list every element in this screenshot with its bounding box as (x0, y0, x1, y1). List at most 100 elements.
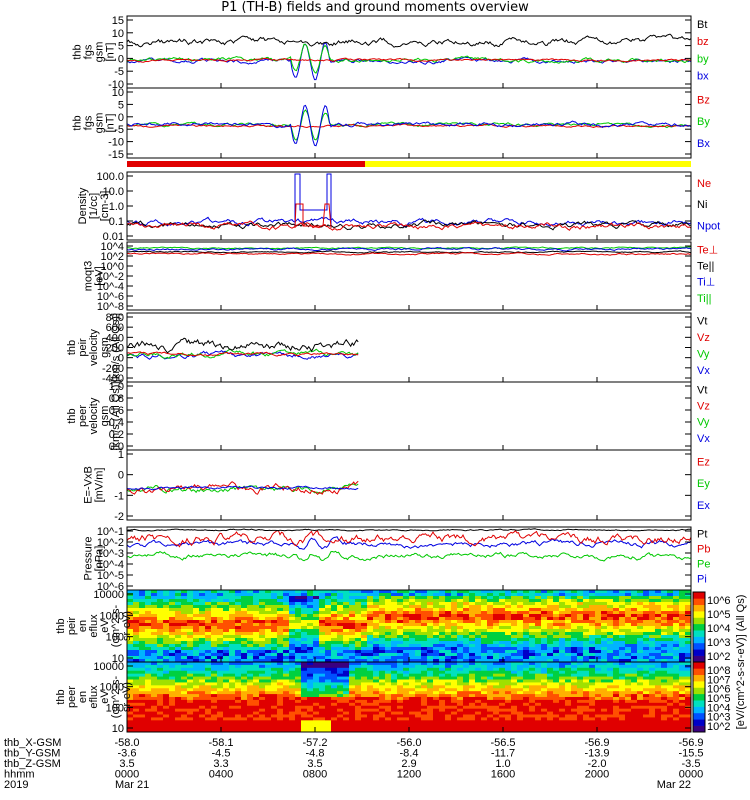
ylabel-line: eV (99, 619, 111, 633)
footer-label-3: hhmm (4, 769, 35, 781)
ylabel-line: moqt3 (83, 261, 95, 292)
ytick-label: 0.01 (103, 231, 124, 243)
footer-value: -3.6 (118, 748, 137, 760)
footer-value: -4.8 (306, 748, 325, 760)
footer-value: 1600 (491, 769, 515, 781)
ytick-label: 0 (118, 112, 124, 124)
ylabel-line: E=-VxB (83, 466, 95, 504)
legend-Pt: Pt (697, 529, 707, 541)
density-spike (294, 173, 332, 228)
footer-value: 0400 (209, 769, 233, 781)
footer-value: 2000 (585, 769, 609, 781)
ytick-label: 10 (112, 653, 124, 665)
ylabel-line: sr-eV) (121, 682, 133, 712)
footer-label-0: thb_X-GSM (4, 737, 61, 749)
ylabel-group-6: thb peer velocity gsm [km/s (All Qs)] (66, 381, 122, 450)
ylabel-line: thb (72, 115, 84, 130)
ylabel-line: [km/s (All Qs)] (110, 381, 122, 450)
panel-frame-6 (126, 381, 692, 451)
trace-black-p1 (126, 33, 692, 48)
ylabel-line: velocity (88, 329, 100, 366)
footer-value: -56.5 (490, 737, 515, 749)
colorbar-tick: 10^5 (707, 609, 731, 621)
ytick-label: -5 (114, 66, 124, 78)
ytick-label: 400 (106, 332, 124, 344)
ytick-label: 0.0 (109, 441, 124, 453)
footer-value: -15.5 (678, 748, 703, 760)
legend-bx: bx (697, 70, 709, 82)
legend-Ti||: Ti|| (697, 293, 711, 305)
ylabel-line: fgs (83, 115, 95, 130)
ytick-label: 10^4 (100, 241, 124, 253)
ytick-label: 10^-3 (97, 548, 124, 560)
ylabel-line: fgs (83, 44, 95, 59)
mode-bar-yellow (365, 161, 691, 167)
ytick-label: 10 (112, 28, 124, 40)
trace-blue-p2 (126, 104, 692, 147)
ylabel-line: [eV] (94, 266, 106, 286)
ytick-label: 0.1 (109, 216, 124, 228)
ytick-label: 1.0 (109, 381, 124, 393)
ylabel-line: [nT] (105, 114, 117, 133)
ylabel-line: [nT] (105, 43, 117, 62)
ytick-label: 200 (106, 343, 124, 355)
ylabel-group-2: thb fgs gsm [nT] (72, 113, 117, 134)
ytick-label: 10^-6 (97, 291, 124, 303)
legend-Te⊥: Te⊥ (697, 244, 718, 256)
ylabel-line: velocity (88, 397, 100, 434)
trace-black-p8 (126, 528, 692, 532)
footer-label-1: thb_Y-GSM (4, 748, 60, 760)
ytick-label: 0.2 (109, 429, 124, 441)
ytick-label: -2 (114, 511, 124, 523)
ylabel-line: Density (77, 187, 89, 224)
panel-frame-3 (126, 171, 692, 241)
legend-Ni: Ni (697, 199, 707, 211)
footer-value: -11.7 (491, 748, 515, 760)
ylabel-line: peer (77, 405, 89, 427)
ytick-label: 10^-2 (97, 537, 124, 549)
legend-Vy: Vy (697, 348, 710, 360)
trace-red-p8 (126, 529, 692, 548)
trace-red-p7 (126, 480, 359, 496)
mode-bar-red (127, 161, 365, 167)
footer-value: -58.1 (208, 737, 233, 749)
ytick-label: 5 (118, 99, 124, 111)
panel-frame-1 (126, 15, 692, 89)
ytick-label: 0 (118, 53, 124, 65)
ytick-label: 15 (112, 15, 124, 27)
ytick-label: -10 (108, 137, 124, 149)
ytick-label: 100.0 (96, 171, 124, 183)
ytick-label: 5 (118, 41, 124, 53)
legend-Bz: Bz (697, 94, 710, 106)
ytick-label: 0 (118, 470, 124, 482)
ylabel-line: (cm^2-s- (110, 604, 122, 647)
legend-Npot: Npot (697, 220, 720, 232)
ylabel-line: eflux (88, 614, 100, 638)
footer-value: -3.5 (682, 758, 701, 770)
colorbar-tick: 10^2 (707, 651, 731, 663)
legend-bz: bz (697, 36, 709, 48)
colorbar-tick: 10^4 (707, 702, 731, 714)
footer-value: -56.0 (396, 737, 421, 749)
ytick-label: 1000 (100, 610, 124, 622)
ytick-label: 10.0 (103, 186, 124, 198)
ylabel-line: [1/cc] (88, 193, 100, 219)
ytick-label: -200 (102, 363, 124, 375)
legend-Te||: Te|| (697, 261, 714, 273)
trace-red-p3 (126, 220, 692, 231)
footer-value: Mar 22 (657, 779, 691, 791)
footer-label-2: thb_Z-GSM (4, 758, 61, 770)
ytick-label: 10 (112, 723, 124, 735)
colorbar-tick: 10^8 (707, 665, 731, 677)
ylabel-line: [nPa] (94, 546, 106, 572)
footer-value: 0000 (115, 769, 139, 781)
ylabel-group-5: thb peir velocity gsm [km/s (All Qs)] (66, 313, 122, 382)
ylabel-group-10: thb peer en eflux eV (cm^2-s-sr-eV) (55, 675, 133, 718)
trace-red-p4 (126, 252, 692, 256)
legend-Pb: Pb (697, 544, 710, 556)
ytick-label: 100 (106, 632, 124, 644)
ytick-label: 10000 (93, 589, 124, 601)
footer-value: -13.9 (584, 748, 609, 760)
footer-value: -58.0 (114, 737, 139, 749)
